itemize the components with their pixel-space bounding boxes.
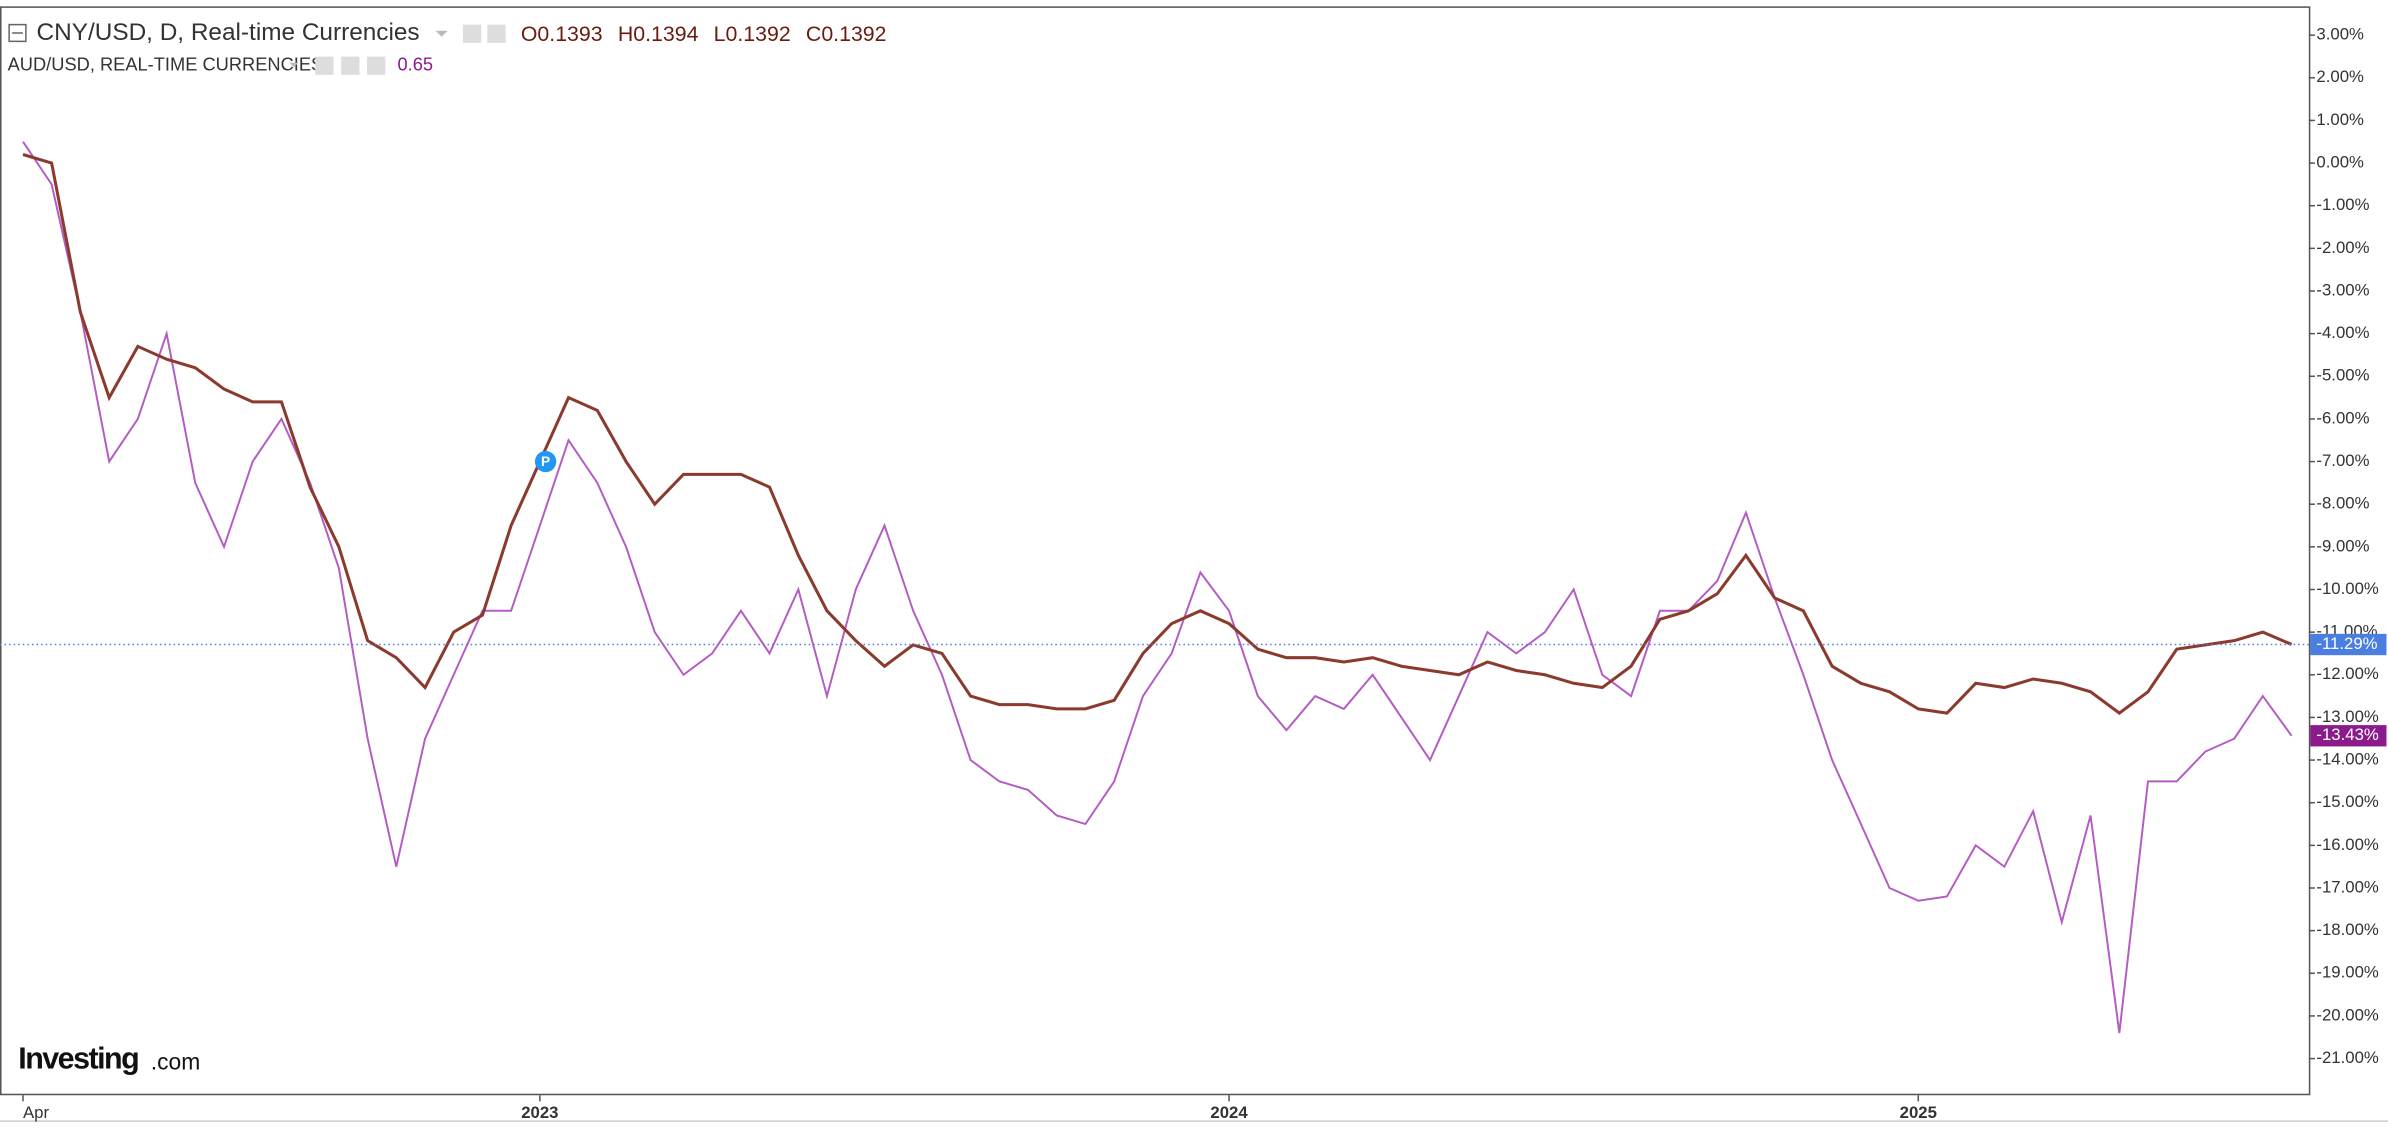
- format-icon[interactable]: [341, 56, 360, 75]
- logo: Investing: [18, 1041, 138, 1075]
- ohlc-value: O0.1393: [521, 22, 603, 46]
- dropdown-arrow[interactable]: [435, 30, 448, 37]
- y-tick-label: -18.00%: [2316, 920, 2378, 939]
- main-symbol: CNY/USD, D, Real-time Currencies: [37, 19, 420, 46]
- y-tick-label: -16.00%: [2316, 835, 2378, 854]
- y-tick-label: 3.00%: [2316, 25, 2364, 44]
- y-tick-label: 2.00%: [2316, 67, 2364, 86]
- y-tick-label: -8.00%: [2316, 494, 2369, 513]
- ohlc-values: O0.1393 H0.1394 L0.1392 C0.1392: [521, 22, 887, 46]
- compare-symbol: AUD/USD, REAL-TIME CURRENCIES: [8, 54, 324, 75]
- plot-frame: [0, 6, 2311, 1096]
- y-tick-label: -1.00%: [2316, 195, 2369, 214]
- dropdown-arrow[interactable]: [289, 62, 299, 68]
- ohlc-value: C0.1392: [806, 22, 887, 46]
- event-marker: [534, 450, 557, 473]
- last-value-label: -13.43%: [2316, 725, 2378, 744]
- y-tick-label: -10.00%: [2316, 579, 2378, 598]
- y-tick-label: -9.00%: [2316, 536, 2369, 555]
- y-tick-label: -15.00%: [2316, 792, 2378, 811]
- last-value-label: -11.29%: [2316, 634, 2377, 653]
- compare-price: 0.65: [397, 54, 433, 75]
- y-tick-label: -3.00%: [2316, 280, 2369, 299]
- x-tick-label: 2025: [1900, 1103, 1937, 1122]
- y-tick-label: 1.00%: [2316, 110, 2364, 129]
- y-tick-label: -14.00%: [2316, 750, 2378, 769]
- y-tick-label: -17.00%: [2316, 877, 2378, 896]
- series-line: [22, 141, 2293, 1034]
- series-line: [22, 153, 2293, 716]
- ohlc-value: H0.1394: [618, 22, 699, 46]
- x-tick-label: 2024: [1210, 1103, 1248, 1122]
- x-tick-label: Apr: [23, 1103, 49, 1122]
- y-tick-label: -12.00%: [2316, 664, 2378, 683]
- y-tick-label: -7.00%: [2316, 451, 2369, 470]
- remove-icon[interactable]: [367, 56, 386, 75]
- settings-icon[interactable]: [315, 56, 334, 75]
- x-tick-label: 2023: [521, 1103, 558, 1122]
- last-value-tag: [2310, 725, 2387, 747]
- y-tick-label: -13.00%: [2316, 707, 2378, 726]
- y-tick-label: 0.00%: [2316, 153, 2364, 172]
- settings-icon[interactable]: [462, 24, 482, 43]
- logo-suffix: .com: [151, 1048, 200, 1074]
- event-marker-label: P: [541, 454, 550, 469]
- y-tick-label: -20.00%: [2316, 1005, 2378, 1024]
- collapse-icon[interactable]: [8, 23, 27, 43]
- last-value-tag: [2310, 633, 2387, 656]
- y-tick-label: -2.00%: [2316, 238, 2369, 257]
- y-tick-label: -4.00%: [2316, 323, 2369, 342]
- y-tick-label: -5.00%: [2316, 366, 2369, 385]
- y-tick-label: -19.00%: [2316, 963, 2378, 982]
- format-icon[interactable]: [487, 24, 506, 43]
- y-tick-label: -6.00%: [2316, 408, 2369, 427]
- ohlc-value: L0.1392: [714, 22, 791, 46]
- y-tick-label: -21.00%: [2316, 1048, 2378, 1067]
